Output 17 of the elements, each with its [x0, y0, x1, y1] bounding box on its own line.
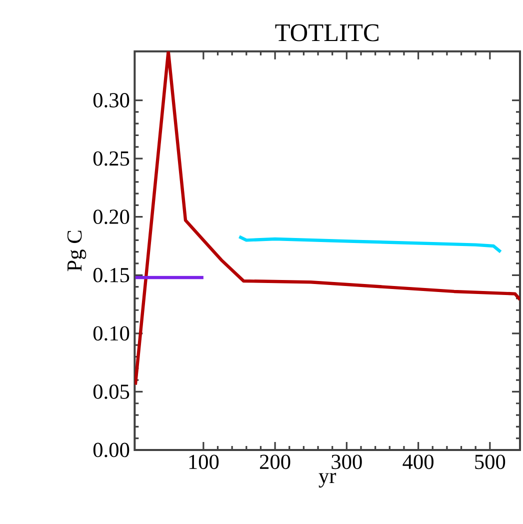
- y-tick-label: 0.15: [94, 268, 130, 282]
- chart-title: TOTLITC: [275, 24, 379, 42]
- y-axis-title: Pg C: [68, 230, 86, 272]
- x-axis-title: yr: [318, 472, 336, 488]
- line-series: [238, 235, 502, 254]
- x-tick-label: 300: [332, 454, 362, 470]
- x-tick-label: 400: [402, 454, 434, 470]
- y-tick-label: 0.20: [94, 210, 130, 224]
- y-tick-label: 0.30: [94, 93, 130, 108]
- x-tick-label: 500: [475, 454, 506, 470]
- y-tick-label: 0.00: [94, 442, 130, 458]
- y-tick-label: 0.05: [94, 384, 130, 399]
- x-tick-label: 200: [260, 454, 290, 470]
- x-tick-label: 100: [189, 454, 219, 470]
- line-series: [134, 51, 520, 386]
- y-tick-label: 0.25: [94, 151, 130, 166]
- y-tick-label: 0.10: [94, 326, 130, 341]
